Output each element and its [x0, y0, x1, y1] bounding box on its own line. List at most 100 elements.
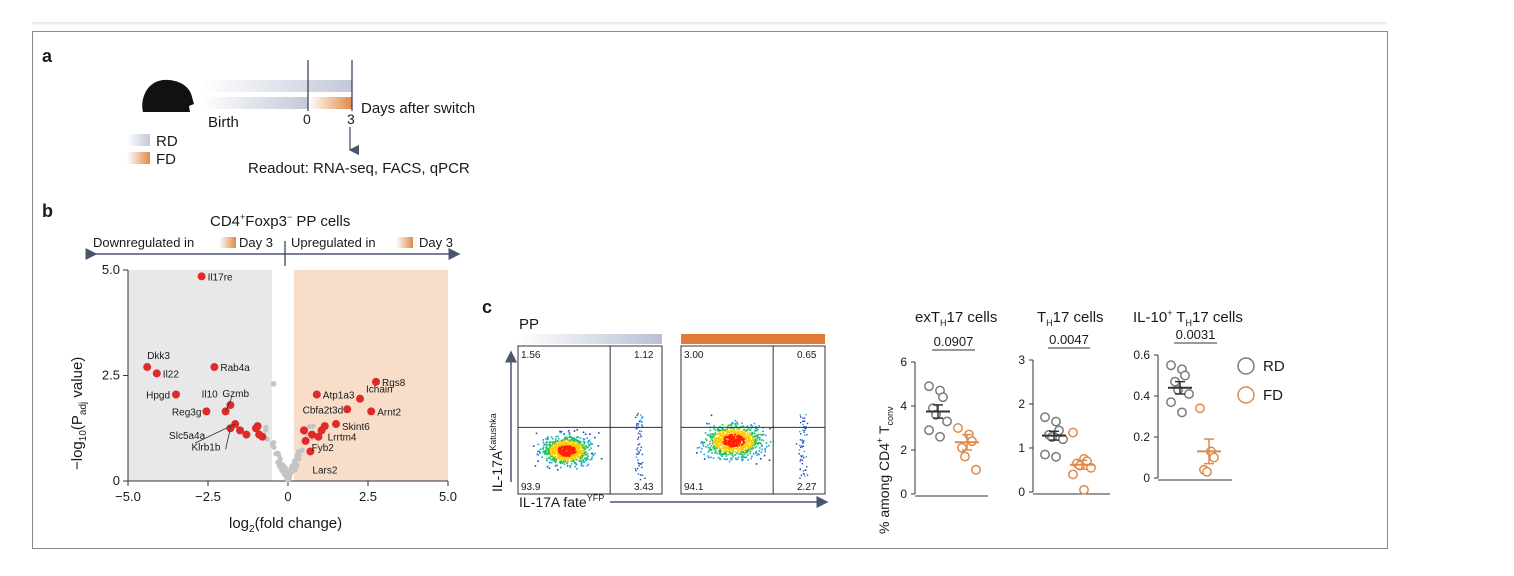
facs-event — [734, 433, 737, 436]
facs-event — [734, 431, 737, 434]
facs-event — [714, 433, 717, 435]
facs-event — [734, 447, 737, 450]
facs-event — [561, 441, 564, 444]
facs-event — [740, 449, 743, 452]
facs-event — [724, 440, 727, 442]
facs-event — [728, 449, 730, 452]
facs-event — [739, 435, 742, 438]
panel-a-label: a — [42, 46, 53, 66]
facs-event — [748, 449, 751, 451]
facs-event — [725, 446, 727, 449]
facs-event — [720, 432, 723, 435]
facs-event — [769, 427, 771, 430]
facs-event — [580, 452, 583, 455]
facs-event — [591, 443, 594, 446]
facs-event — [562, 454, 565, 457]
facs-event — [734, 425, 737, 428]
facs-event — [555, 449, 558, 452]
facs-xaxis-label: IL-17A fateYFP — [519, 493, 604, 510]
dot-rd — [1177, 407, 1187, 418]
facs-event — [586, 441, 589, 444]
facs-event — [553, 459, 555, 461]
facs-event — [743, 433, 745, 436]
facs-event — [738, 437, 741, 439]
facs-event — [559, 460, 561, 463]
facs-event — [721, 428, 724, 430]
facs-event — [713, 437, 716, 440]
facs-event — [716, 444, 718, 447]
facs-event — [555, 453, 557, 455]
facs-event — [743, 428, 746, 431]
facs-event — [554, 460, 556, 463]
facs-event — [707, 455, 709, 457]
facs-event — [743, 450, 746, 452]
facs-event — [742, 436, 745, 438]
facs-event — [723, 443, 726, 446]
facs-event — [749, 429, 752, 432]
facs-event — [721, 455, 723, 457]
facs-event — [719, 433, 721, 436]
facs-event — [637, 444, 639, 446]
facs-event — [582, 459, 585, 461]
facs-event — [559, 461, 561, 464]
dot-fd — [971, 464, 981, 475]
facs-event — [549, 452, 552, 454]
facs-event — [579, 456, 581, 459]
gene-label-il22: Il22 — [163, 369, 180, 380]
fd-condition-bar — [681, 334, 825, 344]
facs-event — [743, 453, 746, 456]
facs-event — [725, 435, 728, 438]
facs-event — [702, 442, 705, 444]
facs-event — [754, 438, 757, 440]
facs-event — [759, 442, 762, 444]
facs-event — [566, 458, 569, 460]
facs-event — [733, 436, 735, 438]
facs-event — [736, 423, 739, 425]
facs-event — [554, 449, 557, 452]
readout-label: Readout: RNA-seq, FACS, qPCR — [248, 160, 470, 177]
facs-event — [739, 448, 741, 451]
legend-rd-label: RD — [156, 133, 178, 150]
facs-event — [573, 461, 576, 463]
facs-event — [571, 449, 573, 452]
facs-event — [568, 456, 571, 458]
facs-event — [715, 440, 717, 443]
facs-event — [799, 477, 801, 479]
facs-event — [565, 448, 568, 451]
facs-event — [559, 451, 562, 454]
facs-event — [547, 449, 549, 452]
facs-event — [554, 447, 557, 449]
slc5a4a-leader-line — [195, 423, 236, 444]
facs-event — [744, 437, 747, 440]
facs-event — [746, 446, 749, 449]
facs-event — [803, 450, 805, 453]
facs-event — [724, 438, 726, 440]
facs-event — [759, 433, 762, 436]
facs-event — [734, 450, 737, 453]
facs-event — [758, 453, 760, 456]
tissue-pp-label: PP — [519, 316, 539, 333]
facs-event — [714, 429, 717, 431]
facs-event — [737, 446, 739, 449]
facs-event — [560, 460, 563, 462]
facs-event — [563, 463, 566, 465]
facs-event — [732, 429, 735, 432]
significant-point — [314, 432, 323, 441]
facs-event — [728, 435, 730, 437]
facs-event — [731, 432, 734, 435]
facs-event — [550, 436, 553, 438]
facs-event — [641, 453, 644, 456]
facs-event — [552, 441, 555, 443]
gene-point-lars2 — [306, 447, 315, 456]
facs-event — [555, 444, 558, 446]
facs-event — [734, 457, 737, 459]
facs-event — [711, 438, 713, 441]
facs-event — [547, 448, 550, 450]
facs-event — [747, 448, 750, 450]
facs-event — [721, 437, 724, 440]
volcano-xlabel: log2(fold change) — [229, 515, 342, 535]
facs-event — [557, 435, 559, 438]
facs-event — [729, 424, 731, 426]
facs-event — [572, 447, 575, 450]
facs-event — [745, 456, 748, 459]
